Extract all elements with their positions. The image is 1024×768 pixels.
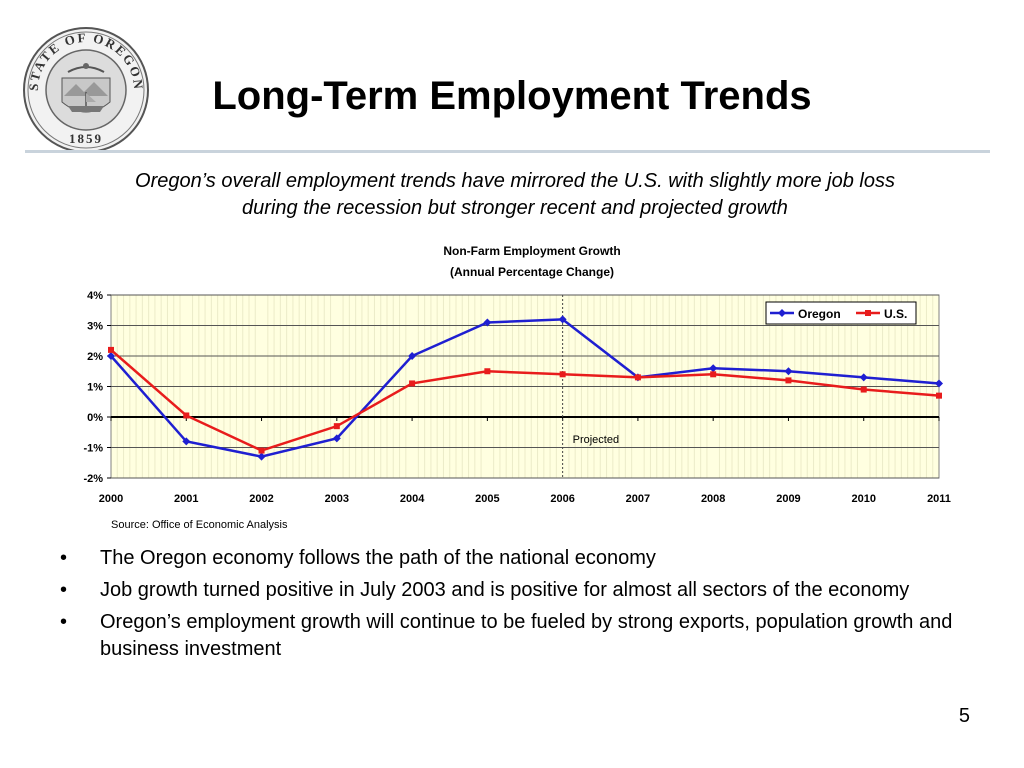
bullet-list: The Oregon economy follows the path of t… — [58, 545, 978, 668]
y-tick-label: 4% — [87, 290, 103, 302]
data-point-us — [258, 447, 265, 454]
data-point-oregon — [107, 352, 115, 360]
y-tick-label: -2% — [83, 473, 103, 485]
data-point-oregon — [408, 352, 417, 360]
legend-label-us: U.S. — [884, 307, 907, 321]
data-point-oregon — [633, 373, 642, 382]
projected-label: Projected — [573, 434, 619, 446]
x-tick-label: 2002 — [249, 493, 273, 505]
x-tick-label: 2008 — [701, 493, 725, 505]
y-tick-label: -1% — [83, 443, 103, 455]
x-tick-label: 2006 — [550, 493, 574, 505]
x-tick-label: 2009 — [776, 493, 800, 505]
data-point-oregon — [709, 364, 718, 373]
bullet-item: The Oregon economy follows the path of t… — [58, 545, 978, 572]
bullet-item: Oregon’s employment growth will continue… — [58, 609, 978, 663]
data-point-oregon — [784, 367, 793, 376]
data-point-us — [183, 412, 190, 419]
data-point-oregon — [558, 315, 567, 324]
x-tick-label: 2005 — [475, 493, 499, 505]
data-point-us — [936, 392, 942, 399]
subtitle-line-1: Oregon’s overall employment trends have … — [135, 170, 895, 192]
subtitle-line-2: during the recession but stronger recent… — [242, 197, 788, 219]
chart-subtitle: (Annual Percentage Change) — [450, 265, 614, 279]
data-point-us — [333, 423, 340, 430]
title-divider — [25, 150, 990, 153]
data-point-oregon — [935, 379, 943, 388]
x-tick-label: 2011 — [927, 493, 951, 505]
series-line-us — [110, 348, 940, 452]
series-line-oregon — [110, 318, 940, 458]
data-point-us — [484, 368, 491, 375]
y-tick-label: 1% — [87, 382, 103, 394]
data-point-us — [785, 377, 792, 384]
legend-box — [765, 301, 917, 325]
chart-title: Non-Farm Employment Growth — [443, 244, 620, 258]
x-tick-label: 2010 — [851, 493, 875, 505]
data-point-oregon — [257, 452, 266, 461]
x-tick-label: 2007 — [626, 493, 650, 505]
plot-area — [110, 294, 940, 479]
legend-marker-oregon — [778, 309, 786, 317]
data-point-us — [860, 386, 867, 393]
chart-source: Source: Office of Economic Analysis — [111, 519, 288, 531]
data-point-oregon — [182, 437, 191, 446]
data-point-oregon — [483, 318, 492, 327]
page-number: 5 — [958, 705, 970, 727]
legend-label-oregon: Oregon — [798, 307, 841, 321]
y-tick-label: 0% — [87, 412, 103, 424]
slide-title: Long-Term Employment Trends — [212, 74, 812, 118]
data-point-us — [108, 346, 114, 353]
y-tick-label: 2% — [87, 351, 103, 363]
bullet-item: Job growth turned positive in July 2003 … — [58, 577, 978, 604]
slide-subtitle: Oregon’s overall employment trends have … — [40, 168, 990, 222]
data-point-us — [634, 374, 641, 381]
x-tick-label: 2001 — [174, 493, 198, 505]
x-tick-label: 2000 — [99, 493, 123, 505]
data-point-us — [710, 371, 717, 378]
data-point-us — [409, 380, 416, 387]
x-tick-label: 2003 — [325, 493, 349, 505]
data-point-oregon — [859, 373, 868, 382]
y-tick-label: 3% — [87, 321, 103, 333]
oregon-state-seal: STATE OF OREGON 1859 — [23, 27, 149, 153]
x-tick-label: 2004 — [400, 493, 425, 505]
data-point-oregon — [332, 434, 341, 443]
data-point-us — [559, 371, 566, 378]
seal-year: 1859 — [69, 131, 103, 146]
legend-marker-us — [865, 310, 871, 316]
